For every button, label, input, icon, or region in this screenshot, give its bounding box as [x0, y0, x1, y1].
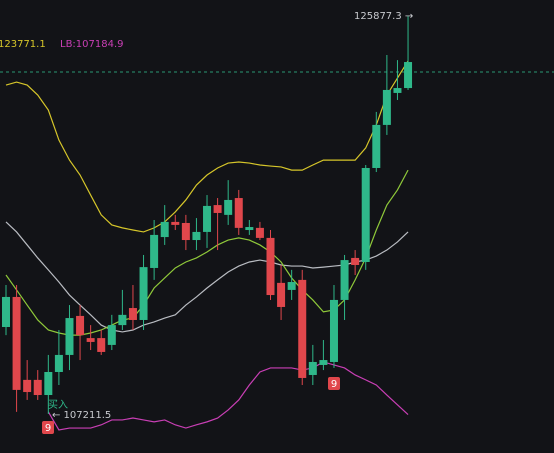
candle-body	[2, 296, 10, 328]
signal-label: 9	[45, 423, 51, 434]
candle-body	[372, 124, 381, 168]
candle-body	[298, 279, 307, 378]
candle-body	[329, 299, 338, 362]
candle-body	[266, 237, 275, 296]
candle-body	[160, 221, 169, 238]
candle-body	[118, 314, 127, 326]
lower-band-label: LB:107184.9	[60, 39, 124, 50]
band-line	[5, 60, 409, 233]
candle-body	[128, 308, 137, 320]
candle-body	[255, 227, 264, 238]
high-label: 125877.3 →	[354, 11, 413, 22]
signal-box	[42, 421, 54, 434]
candle-body	[351, 257, 360, 265]
candle-body	[234, 198, 243, 228]
candle-body	[23, 379, 32, 393]
candle-body	[65, 318, 74, 355]
candle-body	[203, 205, 212, 232]
candle-body	[54, 354, 63, 372]
signal-box	[328, 377, 340, 390]
candle-body	[277, 282, 286, 307]
candle-body	[76, 315, 85, 336]
candle-body	[12, 296, 21, 390]
candle-body	[404, 62, 413, 89]
candle-body	[319, 360, 328, 365]
candle-body	[340, 260, 349, 300]
candle-body	[139, 267, 148, 320]
marks	[0, 16, 554, 431]
signal-label: 9	[331, 379, 337, 390]
candle-body	[192, 231, 201, 241]
candle-body	[224, 199, 233, 215]
candle-body	[150, 234, 159, 268]
candle-body	[171, 221, 180, 225]
candle-body	[97, 338, 106, 352]
candle-body	[393, 88, 402, 93]
candle-body	[107, 325, 116, 345]
candle-body	[308, 361, 317, 375]
upper-band-label: 123771.1	[0, 39, 46, 50]
candle-body	[44, 371, 53, 396]
candle-body	[181, 222, 190, 241]
candle-body	[86, 338, 95, 342]
candle-body	[361, 167, 370, 262]
candle-body	[213, 205, 222, 213]
buy-label: 买入	[48, 399, 68, 411]
candle-body	[245, 227, 254, 231]
low-label: ← 107211.5	[52, 410, 111, 421]
candle-body	[287, 282, 296, 290]
candle-body	[33, 379, 42, 396]
band-line	[47, 361, 409, 431]
candle-body	[382, 89, 391, 125]
